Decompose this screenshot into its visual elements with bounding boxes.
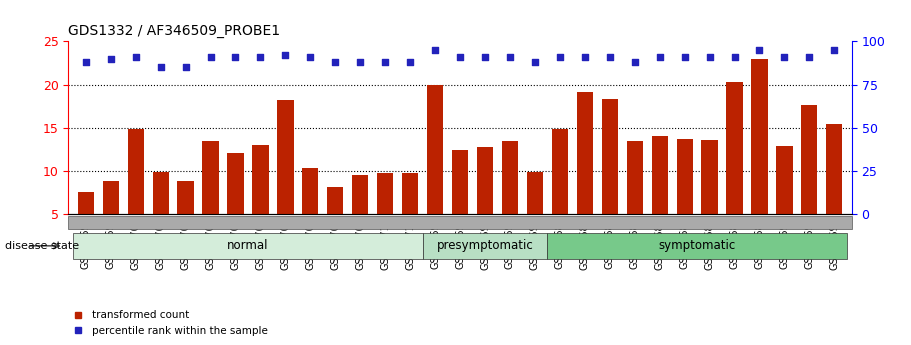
Point: [527, 59, 542, 65]
Point: [78, 59, 93, 65]
Bar: [527, 171, 543, 257]
Bar: [252, 145, 269, 257]
Point: [677, 54, 691, 60]
Bar: [377, 173, 394, 257]
Bar: [677, 139, 692, 257]
Point: [378, 59, 393, 65]
Text: symptomatic: symptomatic: [659, 239, 736, 252]
Point: [428, 47, 443, 53]
Point: [827, 47, 842, 53]
Text: GDS1332 / AF346509_PROBE1: GDS1332 / AF346509_PROBE1: [68, 23, 281, 38]
Bar: [228, 152, 243, 257]
Point: [453, 54, 467, 60]
Bar: [776, 146, 793, 257]
Bar: [726, 82, 742, 257]
Bar: [701, 140, 718, 257]
Bar: [302, 168, 319, 257]
Point: [203, 54, 218, 60]
Point: [104, 56, 118, 61]
Bar: [502, 141, 518, 257]
Bar: [103, 181, 118, 257]
Point: [777, 54, 792, 60]
Point: [353, 59, 367, 65]
Bar: [452, 150, 468, 257]
Bar: [152, 172, 169, 257]
Point: [278, 52, 292, 58]
Bar: [476, 147, 493, 257]
Bar: [77, 192, 94, 257]
Bar: [627, 141, 643, 257]
Bar: [651, 136, 668, 257]
Bar: [577, 92, 593, 257]
Point: [153, 65, 168, 70]
Point: [802, 54, 816, 60]
Point: [553, 54, 568, 60]
Point: [578, 54, 592, 60]
Point: [303, 54, 318, 60]
Point: [253, 54, 268, 60]
Bar: [601, 99, 618, 257]
Legend: transformed count, percentile rank within the sample: transformed count, percentile rank withi…: [69, 306, 272, 340]
Bar: [752, 59, 768, 257]
Point: [179, 65, 193, 70]
Point: [702, 54, 717, 60]
Point: [229, 54, 243, 60]
Bar: [427, 85, 444, 257]
Point: [727, 54, 742, 60]
Point: [328, 59, 343, 65]
Text: disease state: disease state: [5, 241, 78, 251]
Bar: [327, 187, 343, 257]
Text: normal: normal: [227, 239, 269, 252]
Bar: [802, 105, 817, 257]
Text: presymptomatic: presymptomatic: [436, 239, 533, 252]
Bar: [826, 124, 843, 257]
Point: [628, 59, 642, 65]
Point: [128, 54, 143, 60]
Point: [403, 59, 417, 65]
Point: [477, 54, 492, 60]
Bar: [402, 173, 418, 257]
Bar: [178, 181, 194, 257]
Point: [602, 54, 617, 60]
Point: [652, 54, 667, 60]
Point: [503, 54, 517, 60]
Bar: [552, 129, 568, 257]
Bar: [353, 175, 368, 257]
Bar: [202, 141, 219, 257]
Point: [752, 47, 767, 53]
Bar: [128, 128, 144, 257]
Bar: [277, 100, 293, 257]
